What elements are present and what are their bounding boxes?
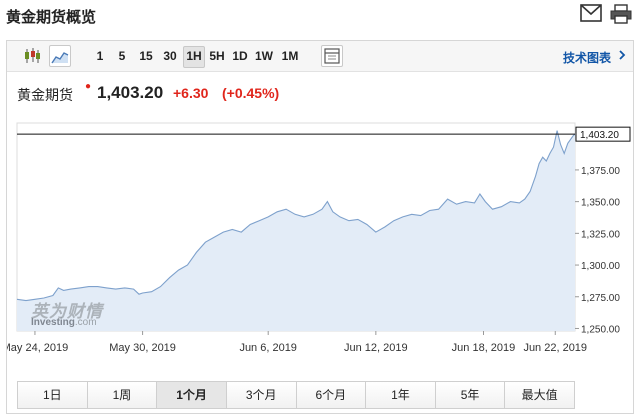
timeframe-5h[interactable]: 5H [209,49,225,63]
timeframe-1d[interactable]: 1D [232,49,248,63]
period-selector: 1日 1周 1个月 3个月 6个月 1年 5年 最大值 [17,381,575,409]
candlestick-icon [25,48,40,63]
y-tick-label: 1,275.00 [581,293,620,304]
series-line [16,130,576,302]
period-tab-6[interactable]: 5年 [435,382,506,408]
page-title: 黄金期货概览 [6,9,97,26]
instrument-name: 黄金期货 [17,87,73,103]
current-price-tag [575,126,631,142]
price-chart[interactable]: 1,375.00 1,350.00 1,325.00 1,300.00 1,275.00… [7,41,633,379]
x-tick-label: Jun 6, 2019 [239,342,297,354]
watermark-logo: 英为财情 [31,302,103,321]
period-tab-1[interactable]: 1周 [87,382,158,408]
candlestick-chart-button[interactable] [21,45,43,67]
y-tick-label: 1,350.00 [581,198,620,209]
period-tab-2[interactable]: 1个月 [157,382,227,408]
x-tick-label: May 24, 2019 [7,342,68,354]
price-change-percent: (+0.45%) [222,85,280,101]
area-chart-icon [51,52,69,64]
chart-panel: 1 5 15 30 1H 5H 1D 1W 1M 技术图表 黄金期货 ● 1,4… [6,40,634,414]
y-tick-label: 1,325.00 [581,229,620,240]
technical-chart-link[interactable]: 技术图表 [562,51,611,65]
current-price-label: 1,403.20 [580,130,619,141]
area-chart-button[interactable] [49,45,71,67]
print-icon[interactable] [610,4,632,24]
watermark-site: Investing.com [31,317,97,328]
period-tab-3[interactable]: 3个月 [226,382,297,408]
x-tick-label: May 30, 2019 [109,342,176,354]
email-icon[interactable] [580,4,602,22]
x-tick-label: Jun 12, 2019 [344,342,408,354]
last-price: 1,403.20 [97,83,164,102]
period-tab-4[interactable]: 6个月 [296,382,367,408]
period-tab-0[interactable]: 1日 [18,382,88,408]
layout-icon [324,48,340,64]
y-tick-label: 1,250.00 [581,324,620,335]
timeframe-1w[interactable]: 1W [255,49,273,63]
series-area-fill [17,130,575,331]
chart-toolbar: 1 5 15 30 1H 5H 1D 1W 1M 技术图表 [7,41,633,72]
timeframe-5[interactable]: 5 [118,49,126,63]
x-tick-label: Jun 18, 2019 [452,342,516,354]
period-tab-7[interactable]: 最大值 [505,382,574,408]
y-tick-label: 1,300.00 [581,261,620,272]
layout-button[interactable] [321,45,343,67]
x-tick-label: Jun 22, 2019 [523,342,587,354]
timeframe-1m[interactable]: 1M [281,49,299,63]
y-tick-label: 1,375.00 [581,166,620,177]
chevron-right-icon[interactable] [617,50,627,60]
timeframe-15[interactable]: 15 [139,49,153,63]
timeframe-30[interactable]: 30 [163,49,177,63]
price-change: +6.30 [173,85,209,101]
timeframe-1h[interactable]: 1H [183,46,205,68]
period-tab-5[interactable]: 1年 [366,382,436,408]
live-indicator-icon: ● [85,81,92,92]
timeframe-1[interactable]: 1 [96,49,104,63]
